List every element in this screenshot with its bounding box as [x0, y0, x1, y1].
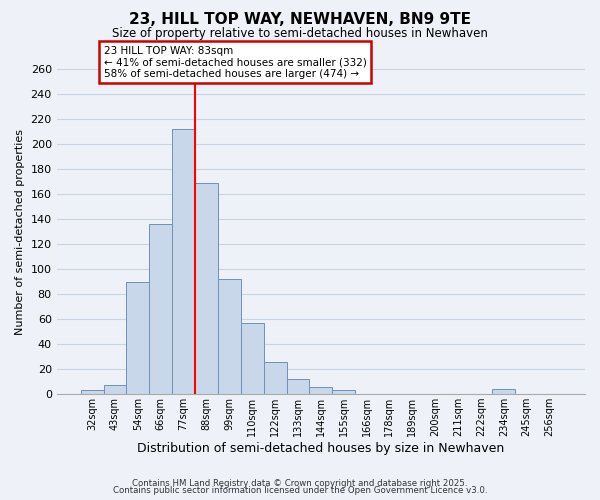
Bar — [127, 282, 149, 394]
Bar — [287, 379, 310, 394]
Bar — [332, 390, 355, 394]
Bar — [104, 386, 127, 394]
Text: Size of property relative to semi-detached houses in Newhaven: Size of property relative to semi-detach… — [112, 28, 488, 40]
Text: Contains HM Land Registry data © Crown copyright and database right 2025.: Contains HM Land Registry data © Crown c… — [132, 478, 468, 488]
Bar — [493, 389, 515, 394]
Text: Contains public sector information licensed under the Open Government Licence v3: Contains public sector information licen… — [113, 486, 487, 495]
X-axis label: Distribution of semi-detached houses by size in Newhaven: Distribution of semi-detached houses by … — [137, 442, 505, 455]
Bar — [80, 390, 104, 394]
Bar — [263, 362, 287, 394]
Text: 23, HILL TOP WAY, NEWHAVEN, BN9 9TE: 23, HILL TOP WAY, NEWHAVEN, BN9 9TE — [129, 12, 471, 28]
Bar — [172, 129, 195, 394]
Y-axis label: Number of semi-detached properties: Number of semi-detached properties — [15, 128, 25, 334]
Bar — [195, 182, 218, 394]
Bar — [310, 386, 332, 394]
Bar — [218, 279, 241, 394]
Bar — [241, 323, 263, 394]
Text: 23 HILL TOP WAY: 83sqm
← 41% of semi-detached houses are smaller (332)
58% of se: 23 HILL TOP WAY: 83sqm ← 41% of semi-det… — [104, 46, 367, 79]
Bar — [149, 224, 172, 394]
